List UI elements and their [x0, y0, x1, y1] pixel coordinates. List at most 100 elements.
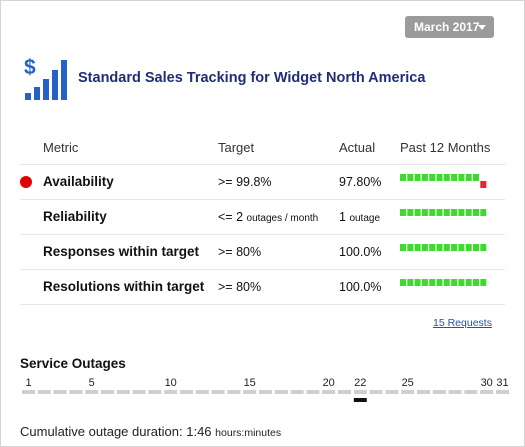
table-row-resolutions[interactable]: Resolutions within target >= 80% 100.0%: [0, 270, 525, 305]
column-header-metric: Metric: [43, 140, 79, 155]
past-12-months-sparkline: [400, 279, 487, 286]
table-row-responses[interactable]: Responses within target >= 80% 100.0%: [0, 235, 525, 270]
metric-name: Resolutions within target: [43, 279, 205, 294]
month-status-ok: [400, 244, 406, 251]
past-12-months-sparkline: [400, 174, 487, 188]
day-segment: [53, 390, 67, 394]
month-status-ok: [400, 279, 406, 286]
day-segment: [243, 390, 257, 394]
month-status-ok: [451, 174, 458, 181]
month-status-ok: [400, 209, 406, 216]
day-tick-label: 25: [402, 377, 414, 389]
day-segment: [227, 390, 241, 394]
day-segment: [148, 390, 162, 394]
cumulative-unit: hours:minutes: [215, 427, 282, 439]
caret-down-icon: [478, 25, 486, 30]
month-status-ok: [436, 279, 443, 286]
month-status-ok: [465, 209, 472, 216]
month-status-fail: [480, 181, 487, 188]
past-12-months-sparkline: [400, 209, 487, 216]
day-tick-label: 30: [481, 377, 493, 389]
metric-target: >= 80%: [218, 280, 262, 294]
metric-actual: 100.0%: [339, 245, 382, 259]
month-status-ok: [429, 174, 436, 181]
requests-link[interactable]: 15 Requests: [433, 317, 492, 329]
table-row-availability[interactable]: Availability >= 99.8% 97.80%: [0, 165, 525, 200]
day-segment: [448, 390, 462, 394]
outage-marker[interactable]: [353, 398, 367, 402]
day-segment: [338, 390, 351, 394]
day-segment: [432, 390, 446, 394]
month-status-ok: [458, 244, 465, 251]
day-segment: [274, 390, 288, 394]
day-segment: [306, 390, 320, 394]
day-segment: [259, 390, 272, 394]
row-divider: [20, 234, 505, 235]
day-segment: [369, 390, 383, 394]
past-12-months-sparkline: [400, 244, 487, 251]
month-status-ok: [421, 279, 428, 286]
row-divider: [20, 164, 505, 165]
month-status-ok: [414, 244, 421, 251]
metric-target: <= 2 outages / month: [218, 210, 318, 224]
row-divider: [20, 199, 505, 200]
day-segment: [132, 390, 146, 394]
table-row-reliability[interactable]: Reliability <= 2 outages / month 1 outag…: [0, 200, 525, 235]
day-segment: [180, 390, 193, 394]
day-segment: [480, 390, 494, 394]
day-segment: [195, 390, 209, 394]
month-selector-button[interactable]: March 2017: [405, 16, 494, 38]
month-status-ok: [451, 279, 458, 286]
month-status-ok: [436, 244, 443, 251]
month-status-ok: [451, 244, 458, 251]
month-status-ok: [473, 209, 479, 216]
day-segment: [211, 390, 225, 394]
month-status-ok: [436, 209, 443, 216]
day-tick-label: 5: [89, 377, 95, 389]
metric-target-value: <= 2: [218, 210, 244, 224]
metric-target-unit: outages / month: [246, 213, 319, 224]
month-status-ok: [400, 174, 406, 181]
month-status-ok: [436, 174, 443, 181]
day-segment: [385, 390, 399, 394]
alert-status-icon: [20, 176, 32, 188]
day-segment: [353, 390, 367, 394]
month-status-ok: [473, 174, 479, 181]
dollar-bar-chart-icon: $: [24, 56, 67, 100]
month-status-ok: [473, 279, 479, 286]
metric-name: Availability: [43, 174, 114, 189]
month-status-ok: [443, 174, 450, 181]
day-tick-label: 10: [165, 377, 177, 389]
month-status-ok: [429, 209, 436, 216]
cumulative-outage-duration: Cumulative outage duration: 1:46 hours:m…: [20, 424, 281, 439]
month-status-ok: [407, 279, 414, 286]
day-segment: [101, 390, 114, 394]
metric-name: Reliability: [43, 209, 107, 224]
month-status-ok: [429, 279, 436, 286]
metric-actual-value: 1: [339, 210, 346, 224]
day-segment: [22, 390, 35, 394]
svg-text:$: $: [24, 56, 36, 79]
month-status-ok: [421, 209, 428, 216]
month-status-ok: [421, 174, 428, 181]
month-status-ok: [480, 279, 487, 286]
day-segment: [164, 390, 178, 394]
month-status-ok: [480, 244, 487, 251]
day-segment: [417, 390, 430, 394]
cumulative-value: 1:46: [186, 424, 212, 439]
month-status-ok: [414, 279, 421, 286]
metric-actual-unit: outage: [349, 213, 381, 224]
metric-target: >= 99.8%: [218, 175, 272, 189]
month-status-ok: [407, 209, 414, 216]
month-status-ok: [443, 244, 450, 251]
cumulative-label: Cumulative outage duration:: [20, 424, 183, 439]
month-status-ok: [443, 209, 450, 216]
day-tick-label: 1: [25, 377, 31, 389]
month-status-ok: [443, 279, 450, 286]
month-status-ok: [465, 279, 472, 286]
month-status-ok: [458, 174, 465, 181]
month-status-ok: [465, 174, 472, 181]
day-tick-label: 20: [323, 377, 335, 389]
column-header-target: Target: [218, 140, 255, 155]
row-divider: [20, 304, 505, 305]
